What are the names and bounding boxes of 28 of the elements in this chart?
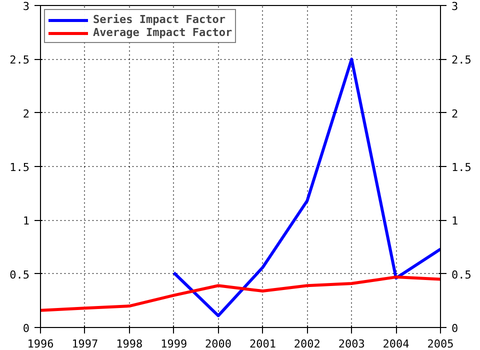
y-tick-label: 0.5 [10, 268, 30, 282]
x-tick-label: 2002 [294, 338, 320, 350]
x-tick-label: 1996 [27, 338, 54, 350]
x-tick-label: 2003 [338, 338, 365, 350]
y2-tick-label: 1 [452, 214, 458, 228]
x-tick-label: 2001 [249, 338, 276, 350]
y-tick-label: 3 [22, 0, 30, 13]
y2-tick-label: 1.5 [452, 161, 472, 174]
y-tick-label: 1.5 [10, 161, 30, 174]
line-series [40, 276, 440, 312]
x-tick-label: 1997 [72, 338, 98, 350]
x-tick-label: 1999 [160, 338, 188, 350]
x-tick-label: 2000 [205, 338, 232, 350]
y-tick-label: 2 [22, 107, 30, 120]
legend-label: Series Impact Factor [93, 13, 226, 26]
y-tick-label: 0 [22, 322, 30, 335]
legend-label: Average Impact Factor [93, 26, 232, 39]
line-series [172, 58, 440, 318]
y-tick-label: 2.5 [10, 54, 30, 67]
y2-tick-label: 2.5 [452, 54, 472, 67]
y2-tick-label: 0.5 [452, 268, 472, 282]
x-tick-label: 2004 [382, 338, 410, 350]
x-tick-label: 2005 [427, 338, 454, 350]
y-tick-label: 1 [22, 214, 30, 228]
x-tick-label: 1998 [116, 338, 143, 350]
y2-tick-label: 3 [452, 0, 458, 13]
y2-tick-label: 2 [452, 107, 458, 120]
y2-tick-label: 0 [452, 322, 458, 335]
